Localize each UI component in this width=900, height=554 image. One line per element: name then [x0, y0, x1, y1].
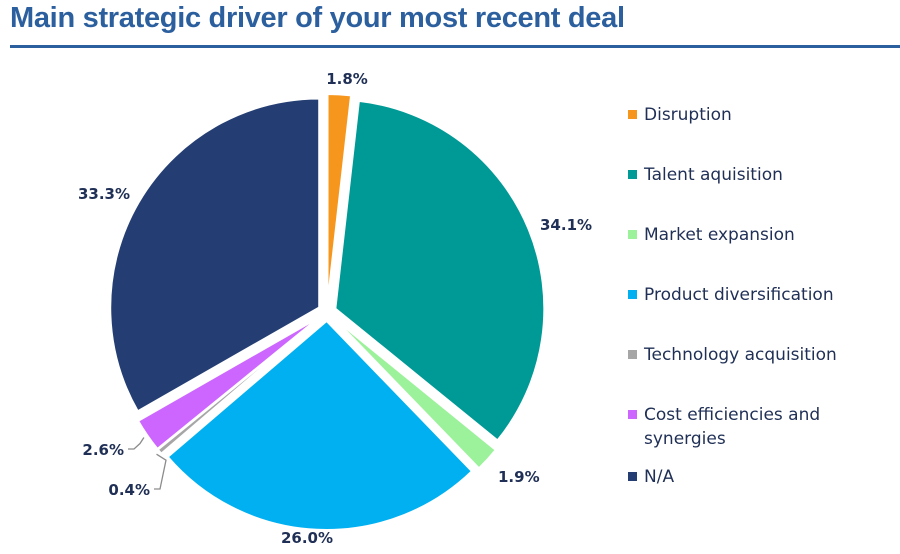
legend-swatch — [628, 472, 637, 481]
legend-swatch — [628, 170, 637, 179]
legend-label: Talent aquisition — [644, 165, 783, 185]
data-label-market-expansion: 1.9% — [498, 468, 540, 486]
legend-label: N/A — [644, 467, 675, 487]
legend-label: Product diversification — [644, 285, 834, 305]
pie-slice-product-diversification — [166, 319, 474, 531]
legend-swatch — [628, 350, 637, 359]
pie-slice-cost-efficiencies-and-synergies — [136, 316, 321, 451]
legend-swatch — [628, 410, 637, 419]
legend-item-cost-efficiencies-and-synergies: Cost efficiencies and synergies — [628, 403, 854, 451]
data-label-talent-aquisition: 34.1% — [540, 216, 592, 234]
data-label-product-diversification: 26.0% — [281, 529, 333, 547]
legend-swatch — [628, 230, 637, 239]
data-label-technology-acquisition: 0.4% — [108, 481, 150, 499]
legend-label: Disruption — [644, 105, 732, 125]
leader-line-technology-acquisition — [154, 453, 167, 490]
legend-item-disruption: Disruption — [628, 103, 854, 127]
title-divider — [10, 45, 900, 48]
leader-line-cost-efficiencies-and-synergies — [128, 437, 145, 450]
legend-swatch — [628, 110, 637, 119]
data-label-n-a: 33.3% — [78, 185, 130, 203]
legend-item-technology-acquisition: Technology acquisition — [628, 343, 854, 367]
pie-slice-disruption — [326, 93, 353, 304]
pie-slice-talent-aquisition — [334, 99, 546, 442]
legend-label: Market expansion — [644, 225, 795, 245]
legend-item-talent-aquisition: Talent aquisition — [628, 163, 854, 187]
legend-label: Cost efficiencies and synergies — [644, 405, 821, 449]
data-label-cost-efficiencies-and-synergies: 2.6% — [82, 441, 124, 459]
data-label-disruption: 1.8% — [326, 70, 368, 88]
legend-item-n-a: N/A — [628, 465, 854, 489]
legend-item-market-expansion: Market expansion — [628, 223, 854, 247]
chart-title: Main strategic driver of your most recen… — [10, 2, 625, 34]
legend-swatch — [628, 290, 637, 299]
pie-slice-n-a — [109, 97, 321, 413]
legend-label: Technology acquisition — [644, 345, 837, 365]
pie-slice-market-expansion — [332, 317, 498, 470]
legend-item-product-diversification: Product diversification — [628, 283, 854, 307]
